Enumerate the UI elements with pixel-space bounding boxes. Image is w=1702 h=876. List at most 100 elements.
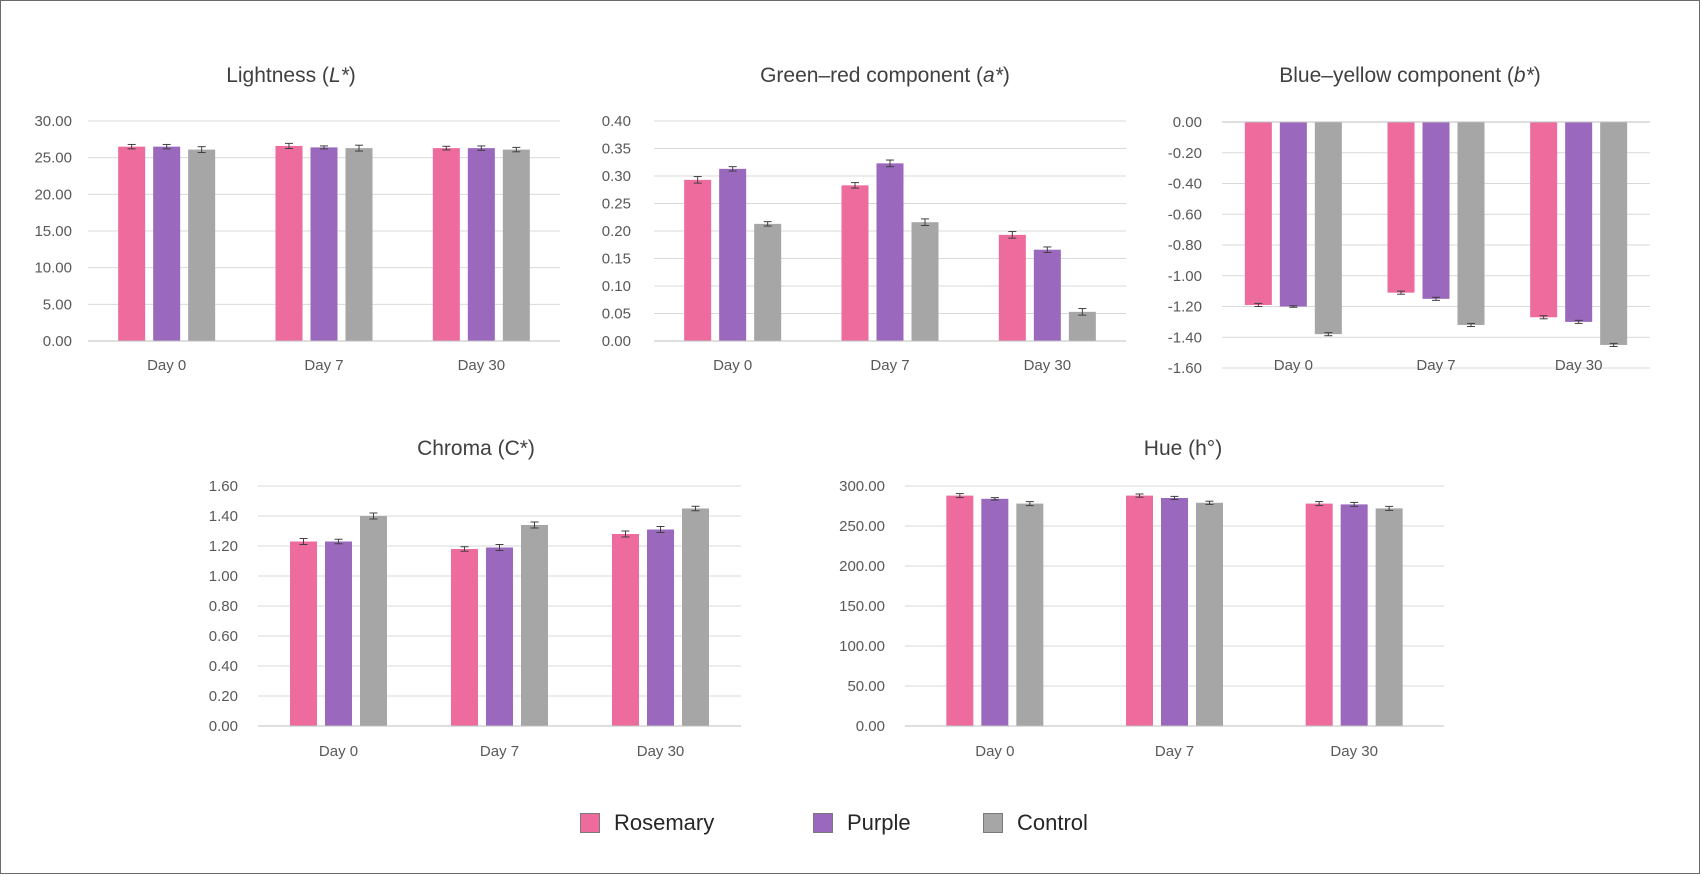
error-bar-control-day-7	[1467, 322, 1475, 327]
bar-control-day-0	[754, 223, 782, 341]
chart-title: Green–red component (a*)	[760, 64, 1010, 87]
error-bar-rosemary-day-7	[285, 142, 293, 149]
error-bar-rosemary-day-0	[127, 143, 136, 150]
legend-item-purple: Purple	[813, 805, 911, 841]
y-tick-label: 30.00	[34, 113, 72, 130]
x-category-label: Day 7	[304, 357, 343, 374]
y-tick-label: 50.00	[847, 678, 885, 695]
error-bar-control-day-30	[512, 146, 521, 153]
chart-chroma-c: Chroma (C*) 0.00 0.20 0.40 0.60 0.80 1.00 1.20 1…	[209, 437, 741, 760]
y-tick-label: 250.00	[839, 518, 885, 535]
error-bar-control-day-7	[1205, 500, 1214, 505]
bar-rosemary-day-7	[1126, 495, 1153, 726]
error-bar-rosemary-day-0	[693, 176, 702, 184]
y-tick-label: 0.15	[602, 251, 631, 268]
error-bar-purple-day-30	[1043, 246, 1052, 253]
error-bar-control-day-0	[197, 146, 206, 154]
error-bar-control-day-0	[1025, 501, 1034, 507]
bar-control-day-7	[521, 525, 548, 726]
x-category-label: Day 30	[458, 357, 506, 374]
bar-purple-day-30	[1033, 249, 1061, 341]
y-tick-label: 0.00	[1173, 114, 1202, 131]
error-bar-control-day-30	[1609, 342, 1618, 347]
chart-title: Lightness (L*)	[226, 64, 356, 87]
y-tick-label: 150.00	[839, 598, 885, 615]
x-category-label: Day 0	[975, 743, 1014, 760]
chart-title: Blue–yellow component (b*)	[1279, 64, 1541, 87]
bar-rosemary-day-30	[1530, 122, 1558, 318]
error-bar-control-day-0	[1324, 332, 1333, 337]
error-bar-purple-day-7	[1170, 495, 1179, 501]
bar-control-day-7	[911, 222, 939, 341]
bar-control-day-30	[502, 149, 530, 341]
legend-label-purple: Purple	[847, 810, 911, 835]
bar-purple-day-0	[1279, 122, 1307, 307]
error-bar-rosemary-day-7	[851, 182, 859, 189]
error-bar-rosemary-day-30	[442, 145, 451, 151]
bar-rosemary-day-7	[451, 549, 478, 726]
chart-title: Chroma (C*)	[417, 437, 535, 460]
y-tick-label: -1.60	[1168, 360, 1202, 377]
error-bar-rosemary-day-7	[1135, 493, 1144, 498]
error-bar-purple-day-7	[1432, 296, 1440, 301]
bar-purple-day-0	[719, 168, 747, 341]
y-tick-label: -0.20	[1168, 145, 1202, 162]
bar-purple-day-7	[310, 147, 338, 341]
y-tick-label: 0.40	[602, 113, 631, 130]
y-tick-label: 20.00	[34, 186, 72, 203]
bar-purple-day-0	[981, 498, 1009, 726]
x-category-label: Day 7	[1416, 357, 1455, 374]
bar-purple-day-0	[153, 146, 181, 341]
error-bar-rosemary-day-30	[1315, 501, 1324, 507]
y-tick-label: -1.20	[1168, 299, 1202, 316]
bar-rosemary-day-0	[946, 495, 974, 726]
y-tick-label: 1.60	[209, 478, 238, 495]
error-bar-rosemary-day-30	[621, 530, 630, 538]
chart-hue-h: Hue (h°) 0.00 50.00 100.00 150.00 200.00 250.0…	[839, 437, 1444, 760]
y-tick-label: 0.10	[602, 278, 631, 295]
y-tick-label: -0.40	[1168, 176, 1202, 193]
y-tick-label: -1.40	[1168, 329, 1202, 346]
error-bar-purple-day-30	[477, 145, 486, 151]
y-tick-label: 0.05	[602, 306, 631, 323]
y-tick-label: 200.00	[839, 558, 885, 575]
x-category-label: Day 30	[1024, 357, 1072, 374]
bar-rosemary-day-0	[118, 146, 146, 341]
legend-label-control: Control	[1017, 810, 1088, 835]
bar-rosemary-day-30	[1305, 503, 1333, 726]
bar-purple-day-30	[1340, 504, 1368, 726]
bar-purple-day-7	[1161, 498, 1188, 726]
error-bar-purple-day-0	[990, 497, 999, 501]
error-bar-purple-day-0	[334, 538, 343, 545]
bar-control-day-30	[1600, 122, 1628, 345]
bar-rosemary-day-30	[432, 148, 460, 341]
x-category-label: Day 30	[1330, 743, 1378, 760]
error-bar-control-day-7	[355, 144, 363, 152]
error-bar-purple-day-0	[1289, 305, 1298, 308]
error-bar-purple-day-0	[162, 143, 171, 150]
chart-green-red-component-a: Green–red component (a*) 0.00 0.05 0.10 0.15…	[602, 64, 1126, 374]
legend-swatch-control	[983, 813, 1003, 833]
bar-control-day-30	[682, 508, 709, 726]
y-tick-label: -0.60	[1168, 206, 1202, 223]
y-tick-label: 100.00	[839, 638, 885, 655]
x-category-label: Day 0	[713, 357, 752, 374]
legend-swatch-rosemary	[580, 813, 600, 833]
y-tick-label: 1.20	[209, 538, 238, 555]
bar-control-day-7	[1457, 122, 1485, 325]
x-category-label: Day 30	[1555, 357, 1603, 374]
bar-control-day-7	[345, 148, 373, 341]
bar-rosemary-day-30	[612, 534, 639, 726]
legend-label-rosemary: Rosemary	[614, 810, 715, 835]
y-tick-label: 10.00	[34, 260, 72, 277]
bar-rosemary-day-7	[841, 185, 869, 341]
bar-control-day-0	[188, 149, 216, 341]
bar-purple-day-30	[647, 529, 674, 726]
x-category-label: Day 0	[147, 357, 186, 374]
bar-purple-day-7	[486, 547, 513, 726]
error-bar-rosemary-day-7	[1397, 290, 1405, 295]
x-category-label: Day 7	[1155, 743, 1194, 760]
error-bar-purple-day-7	[886, 159, 894, 168]
